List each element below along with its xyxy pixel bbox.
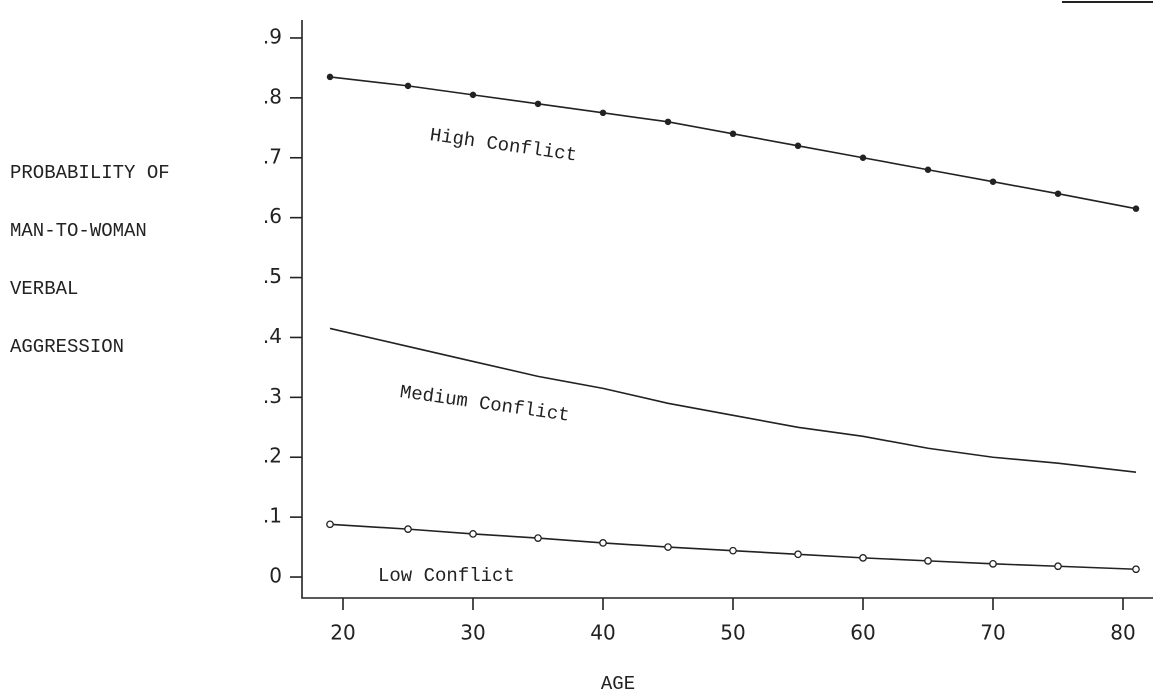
y-tick-label: .8 [263,84,282,108]
series-annotation: Medium Conflict [398,381,570,427]
y-tick-label: .6 [263,204,282,228]
y-tick-label: 0 [269,564,282,588]
y-axis-label-line: AGGRESSION [10,336,124,358]
axis-line [301,20,1153,599]
series-marker [469,530,477,538]
y-tick-label: .3 [263,384,282,408]
series-marker [534,534,542,542]
y-tick-label: .4 [263,324,282,348]
series-marker [599,109,607,117]
series-marker [326,73,334,81]
series-marker [1132,565,1140,574]
series-marker [599,539,607,547]
series-marker [729,546,737,555]
series-line [329,523,1137,571]
y-tick-label: .5 [263,264,282,288]
x-tick-label: 40 [590,621,615,645]
series-line [329,327,1137,474]
series-marker [924,557,932,565]
series-annotation: High Conflict [428,124,578,166]
x-tick-label: 70 [980,621,1005,645]
series-marker [1054,562,1062,571]
series-marker [794,550,802,559]
y-axis-label-line: VERBAL [10,278,78,300]
series-marker [859,554,867,562]
x-tick-label: 30 [460,621,485,645]
series-marker [326,520,334,529]
series-marker [404,82,412,90]
series-marker [924,166,932,173]
y-tick-label: .2 [263,444,282,468]
series-marker [989,178,997,185]
x-tick-label: 50 [720,621,745,645]
y-tick-label: .1 [263,504,282,528]
y-axis-label: PROBABILITY OF MAN-TO-WOMAN VERBAL AGGRESSI… [10,162,170,358]
series-marker [794,142,802,150]
series-marker [729,130,737,138]
series-marker [859,154,867,162]
x-tick-label: 80 [1110,621,1135,645]
series-marker [1132,205,1140,212]
y-tick-label: .7 [263,144,282,168]
y-axis-label-line: MAN-TO-WOMAN [10,220,147,242]
x-axis-label: AGE [601,673,635,694]
series-annotation: Low Conflict [378,565,515,587]
y-tick-label: .9 [263,24,282,48]
series-marker [664,543,672,551]
series-marker [534,100,542,108]
series-marker [404,525,412,533]
series-marker [989,560,997,568]
x-tick-label: 20 [330,621,355,645]
x-tick-label: 60 [850,621,875,645]
series-marker [469,91,477,99]
y-axis-label-line: PROBABILITY OF [10,162,170,184]
series-marker [1054,190,1062,197]
series-marker [664,118,672,126]
